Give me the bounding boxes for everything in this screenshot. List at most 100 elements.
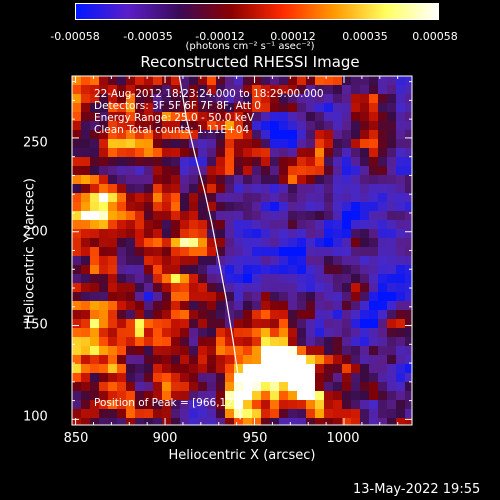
heatmap-cell bbox=[144, 202, 154, 212]
heatmap-cell bbox=[90, 319, 100, 329]
heatmap-cell bbox=[261, 256, 271, 266]
heatmap-cell bbox=[270, 373, 280, 383]
heatmap-cell bbox=[333, 391, 343, 401]
heatmap-cell bbox=[162, 184, 172, 194]
heatmap-cell bbox=[306, 202, 316, 212]
heatmap-cell bbox=[135, 346, 145, 356]
heatmap-cell bbox=[324, 301, 334, 311]
heatmap-cell bbox=[306, 346, 316, 356]
heatmap-cell bbox=[369, 175, 379, 185]
heatmap-cell bbox=[351, 184, 361, 194]
heatmap-cell bbox=[72, 211, 82, 221]
heatmap-cell bbox=[99, 283, 109, 293]
heatmap-cell bbox=[162, 409, 172, 419]
heatmap-cell bbox=[324, 256, 334, 266]
heatmap-cell bbox=[117, 157, 127, 167]
heatmap-cell bbox=[324, 364, 334, 374]
heatmap-cell bbox=[315, 238, 325, 248]
heatmap-cell bbox=[207, 256, 217, 266]
heatmap-cell bbox=[207, 229, 217, 239]
heatmap-cell bbox=[351, 193, 361, 203]
colorbar-tick-label: 0.00035 bbox=[342, 30, 388, 43]
heatmap-cell bbox=[270, 310, 280, 320]
heatmap-cell bbox=[306, 337, 316, 347]
heatmap-cell bbox=[369, 94, 379, 104]
heatmap-cell bbox=[198, 220, 208, 230]
heatmap-cell bbox=[108, 346, 118, 356]
heatmap-cell bbox=[342, 400, 352, 410]
heatmap-cell bbox=[144, 184, 154, 194]
heatmap-cell bbox=[72, 103, 82, 113]
heatmap-cell bbox=[108, 139, 118, 149]
heatmap-cell bbox=[135, 193, 145, 203]
heatmap-cell bbox=[117, 328, 127, 338]
heatmap-cell bbox=[333, 364, 343, 374]
heatmap-cell bbox=[216, 76, 226, 86]
heatmap-cell bbox=[108, 328, 118, 338]
heatmap-cell bbox=[387, 76, 397, 86]
heatmap-cell bbox=[333, 382, 343, 392]
heatmap-cell bbox=[243, 328, 253, 338]
heatmap-cell bbox=[378, 121, 388, 131]
heatmap-cell bbox=[81, 391, 91, 401]
heatmap-cell bbox=[135, 292, 145, 302]
heatmap-cell bbox=[90, 211, 100, 221]
heatmap-cell bbox=[216, 229, 226, 239]
heatmap-cell bbox=[90, 337, 100, 347]
heatmap-cell bbox=[324, 328, 334, 338]
heatmap-cell bbox=[72, 193, 82, 203]
heatmap-cell bbox=[396, 373, 406, 383]
heatmap-cell bbox=[387, 211, 397, 221]
heatmap-cell bbox=[99, 175, 109, 185]
heatmap-cell bbox=[117, 148, 127, 158]
heatmap-cell bbox=[99, 274, 109, 284]
heatmap-cell bbox=[315, 121, 325, 131]
heatmap-cell bbox=[144, 238, 154, 248]
heatmap-cell bbox=[144, 346, 154, 356]
heatmap-cell bbox=[342, 112, 352, 122]
heatmap-cell bbox=[234, 301, 244, 311]
heatmap-cell bbox=[333, 238, 343, 248]
heatmap-cell bbox=[180, 418, 190, 425]
heatmap-cell bbox=[207, 301, 217, 311]
heatmap-cell bbox=[360, 157, 370, 167]
heatmap-cell bbox=[189, 409, 199, 419]
heatmap-cell bbox=[333, 346, 343, 356]
heatmap-cell bbox=[369, 301, 379, 311]
heatmap-cell bbox=[180, 229, 190, 239]
heatmap-cell bbox=[126, 373, 136, 383]
heatmap-cell bbox=[288, 220, 298, 230]
heatmap-cell bbox=[396, 337, 406, 347]
heatmap-cell bbox=[162, 238, 172, 248]
heatmap-cell bbox=[108, 364, 118, 374]
heatmap-cell bbox=[378, 130, 388, 140]
y-tick-label: 200 bbox=[23, 224, 48, 240]
heatmap-cell bbox=[243, 139, 253, 149]
heatmap-cell bbox=[333, 211, 343, 221]
heatmap-cell bbox=[324, 382, 334, 392]
heatmap-cell bbox=[225, 193, 235, 203]
heatmap-cell bbox=[198, 256, 208, 266]
heatmap-cell bbox=[225, 202, 235, 212]
heatmap-cell bbox=[315, 418, 325, 425]
heatmap-cell bbox=[261, 148, 271, 158]
heatmap-cell bbox=[270, 211, 280, 221]
heatmap-cell bbox=[351, 256, 361, 266]
heatmap-cell bbox=[135, 274, 145, 284]
heatmap-cell bbox=[351, 418, 361, 425]
heatmap-cell bbox=[225, 229, 235, 239]
heatmap-cell bbox=[324, 265, 334, 275]
heatmap-cell bbox=[297, 319, 307, 329]
heatmap-cell bbox=[324, 292, 334, 302]
heatmap-cell bbox=[90, 301, 100, 311]
heatmap-cell bbox=[72, 337, 82, 347]
heatmap-cell bbox=[126, 355, 136, 365]
heatmap-cell bbox=[306, 319, 316, 329]
heatmap-cell bbox=[153, 202, 163, 212]
heatmap-cell bbox=[369, 265, 379, 275]
heatmap-cell bbox=[351, 130, 361, 140]
heatmap-cell bbox=[243, 373, 253, 383]
heatmap-cell bbox=[144, 76, 154, 86]
heatmap-cell bbox=[180, 364, 190, 374]
heatmap-cell bbox=[180, 310, 190, 320]
